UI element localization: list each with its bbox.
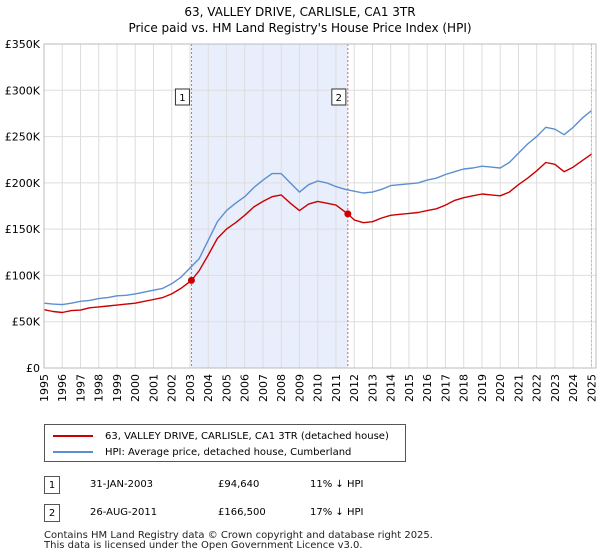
x-tick-label: 2000 — [129, 374, 142, 402]
y-tick-label: £100K — [5, 269, 41, 282]
price-chart: 63, VALLEY DRIVE, CARLISLE, CA1 3TR Pric… — [5, 5, 599, 402]
sale-hpi-1: 11% ↓ HPI — [310, 479, 364, 490]
sale-box-1 — [174, 88, 190, 106]
x-tick-label: 2019 — [476, 374, 489, 402]
x-tick-label: 2013 — [366, 374, 379, 402]
legend-label-property: 63, VALLEY DRIVE, CARLISLE, CA1 3TR (det… — [105, 430, 389, 442]
legend-label-hpi: HPI: Average price, detached house, Cumb… — [105, 446, 352, 458]
x-tick-label: 2017 — [439, 374, 452, 402]
x-tick-label: 2018 — [458, 374, 471, 402]
x-tick-label: 2003 — [184, 374, 197, 402]
sale-date-1: 31-JAN-2003 — [90, 479, 154, 490]
x-tick-label: 2025 — [585, 374, 598, 402]
x-tick-label: 1999 — [111, 374, 124, 402]
x-tick-label: 2002 — [166, 374, 179, 402]
x-tick-label: 2022 — [531, 374, 544, 402]
x-tick-label: 2024 — [567, 374, 580, 402]
x-tick-label: 2008 — [275, 374, 288, 402]
sale-date-2: 26-AUG-2011 — [90, 507, 158, 518]
y-tick-label: £250K — [5, 131, 41, 144]
x-tick-label: 2001 — [147, 374, 160, 402]
y-tick-label: £350K — [5, 38, 41, 51]
x-tick-label: 2012 — [348, 374, 361, 402]
x-tick-label: 2009 — [293, 374, 306, 402]
sale-row-2: 2 26-AUG-2011 £166,500 17% ↓ HPI — [44, 504, 584, 524]
sale-price-1: £94,640 — [218, 479, 260, 490]
x-tick-label: 2021 — [512, 374, 525, 402]
sale-point-2 — [344, 210, 352, 218]
x-tick-label: 2005 — [220, 374, 233, 402]
x-tick-label: 2011 — [330, 374, 343, 402]
series-line-hpi — [43, 110, 592, 306]
legend-swatch-property — [53, 435, 93, 437]
x-tick-label: 2014 — [385, 374, 398, 402]
sale-hpi-2: 17% ↓ HPI — [310, 507, 364, 518]
sale-period-shading — [191, 44, 348, 368]
legend-item-property: 63, VALLEY DRIVE, CARLISLE, CA1 3TR (det… — [53, 428, 389, 444]
chart-subtitle: Price paid vs. HM Land Registry's House … — [128, 21, 471, 35]
legend-swatch-hpi — [53, 451, 93, 453]
sale-box-2 — [331, 88, 347, 106]
y-tick-label: £200K — [5, 177, 41, 190]
sale-badge-1: 1 — [44, 476, 60, 494]
legend: 63, VALLEY DRIVE, CARLISLE, CA1 3TR (det… — [44, 424, 406, 462]
series-line-property — [43, 153, 592, 314]
chart-title: 63, VALLEY DRIVE, CARLISLE, CA1 3TR — [184, 5, 415, 19]
footer: Contains HM Land Registry data © Crown c… — [44, 531, 584, 551]
y-tick-label: £300K — [5, 84, 41, 97]
x-tick-label: 2023 — [549, 374, 562, 402]
y-tick-label: £50K — [12, 316, 41, 329]
sale-row-1: 1 31-JAN-2003 £94,640 11% ↓ HPI — [44, 476, 584, 496]
x-tick-label: 2015 — [403, 374, 416, 402]
x-tick-label: 1996 — [56, 374, 69, 402]
x-tick-label: 2010 — [312, 374, 325, 402]
plot-frame — [43, 43, 597, 369]
y-tick-label: £150K — [5, 223, 41, 236]
x-tick-label: 1995 — [38, 374, 51, 402]
legend-item-hpi: HPI: Average price, detached house, Cumb… — [53, 444, 351, 460]
x-tick-label: 1998 — [93, 374, 106, 402]
sale-point-1 — [187, 276, 195, 284]
y-tick-label: £0 — [26, 362, 40, 375]
sale-box-label-2: 2 — [336, 93, 342, 104]
x-tick-label: 2007 — [257, 374, 270, 402]
sale-box-label-1: 1 — [179, 93, 185, 104]
sale-price-2: £166,500 — [218, 507, 266, 518]
footer-copyright: Contains HM Land Registry data © Crown c… — [44, 530, 433, 541]
x-tick-label: 1997 — [74, 374, 87, 402]
x-tick-label: 2006 — [239, 374, 252, 402]
sale-badge-2: 2 — [44, 504, 60, 522]
x-tick-label: 2020 — [494, 374, 507, 402]
x-tick-label: 2004 — [202, 374, 215, 402]
x-tick-label: 2016 — [421, 374, 434, 402]
footer-licence: This data is licensed under the Open Gov… — [44, 540, 363, 551]
